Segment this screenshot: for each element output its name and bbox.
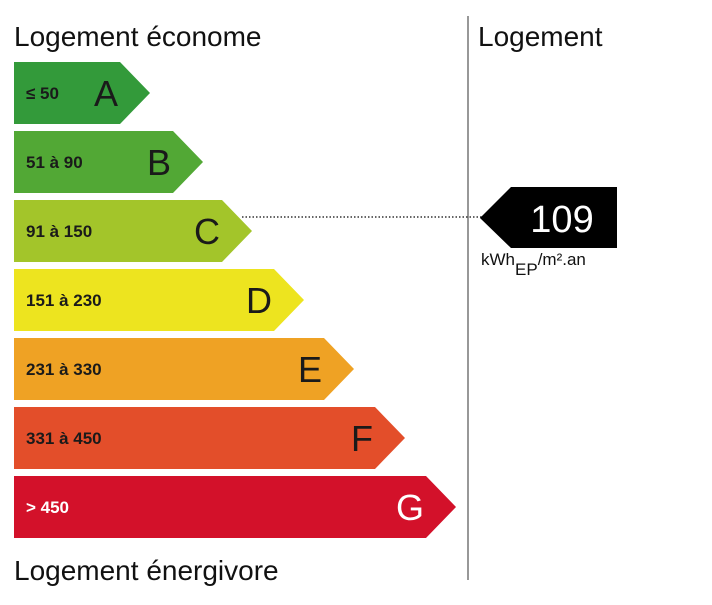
- class-range: 151 à 230: [26, 291, 102, 310]
- class-range: 91 à 150: [26, 222, 92, 241]
- class-letter: G: [396, 487, 424, 528]
- class-range: > 450: [26, 498, 69, 517]
- header-left: Logement économe: [14, 21, 262, 52]
- class-letter: F: [351, 418, 373, 459]
- footer: Logement énergivore: [14, 555, 279, 586]
- class-bar: [14, 407, 405, 469]
- header-right: Logement: [478, 21, 603, 52]
- unit-sub: EP: [515, 260, 538, 279]
- class-bar: [14, 200, 252, 262]
- class-letter: B: [147, 142, 171, 183]
- unit-main: kWh: [481, 250, 515, 269]
- class-bar: [14, 62, 150, 124]
- indicator-arrow: [480, 187, 617, 248]
- class-bar: [14, 131, 203, 193]
- class-bar: [14, 269, 304, 331]
- class-bar: [14, 476, 456, 538]
- indicator-value: 109: [530, 199, 593, 241]
- class-letter: D: [246, 280, 272, 321]
- class-letter: A: [94, 73, 118, 114]
- indicator-unit: kWhEP/m².an: [481, 250, 586, 279]
- class-letter: E: [298, 349, 322, 390]
- unit-suffix: /m².an: [538, 250, 586, 269]
- class-range: ≤ 50: [26, 84, 59, 103]
- class-range: 51 à 90: [26, 153, 83, 172]
- class-range: 331 à 450: [26, 429, 102, 448]
- class-bar: [14, 338, 354, 400]
- class-letter: C: [194, 211, 220, 252]
- class-range: 231 à 330: [26, 360, 102, 379]
